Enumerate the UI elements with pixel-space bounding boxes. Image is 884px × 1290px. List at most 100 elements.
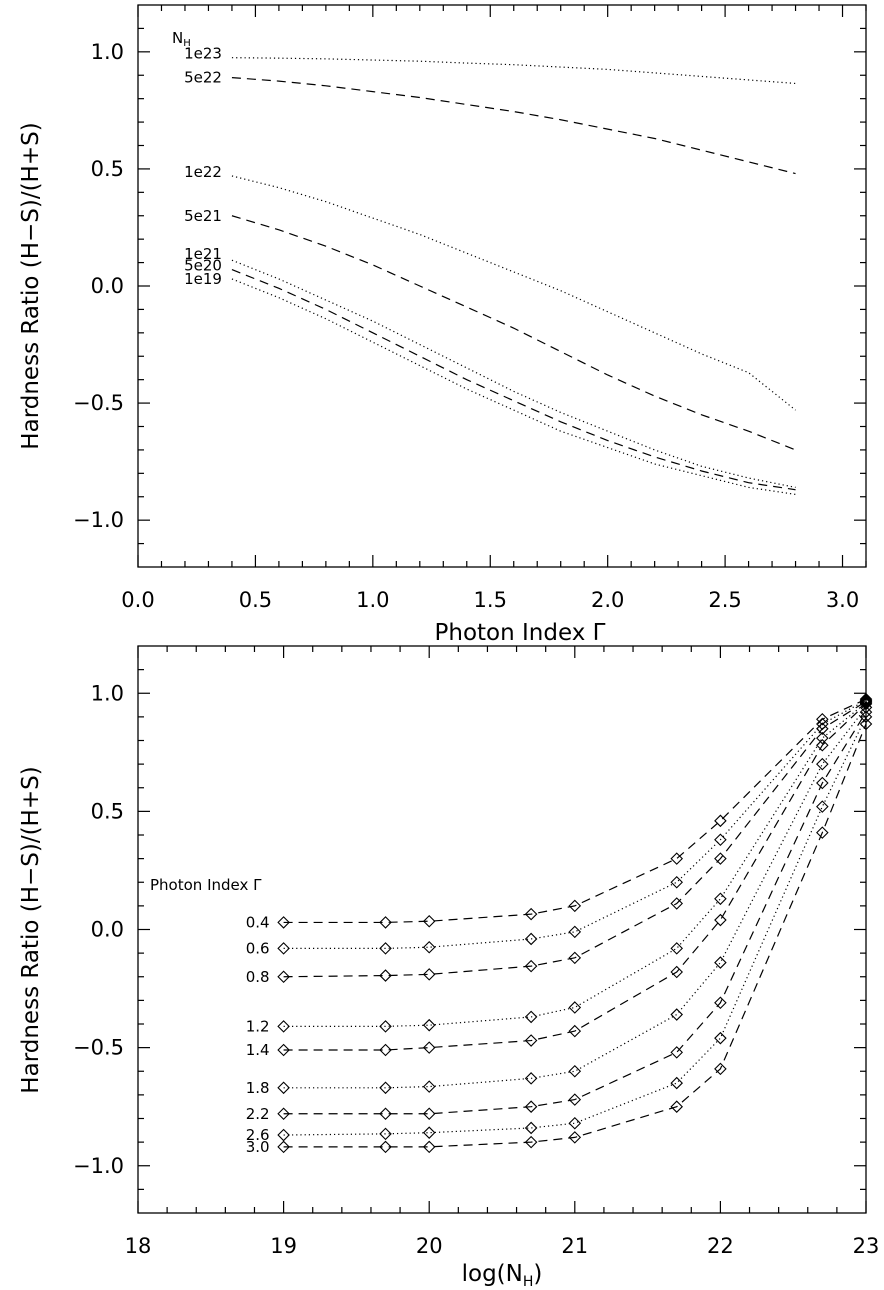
curve-label: 1e21 <box>184 245 222 263</box>
data-point-marker <box>277 1128 290 1142</box>
data-point-marker <box>524 1034 538 1047</box>
series-line-1e23 <box>231 57 796 85</box>
data-point-marker <box>568 1131 582 1144</box>
data-point-marker <box>379 1140 392 1154</box>
data-point-marker <box>568 1024 582 1038</box>
data-point-marker <box>859 717 873 731</box>
series-line-0-4 <box>283 698 867 924</box>
data-point-marker <box>568 899 582 913</box>
x-tick-label: 21 <box>561 1234 588 1258</box>
x-tick-label: 0.5 <box>239 588 272 612</box>
data-point-marker <box>277 1020 290 1033</box>
y-tick-label: 0.5 <box>91 799 124 823</box>
curve-label: 1e22 <box>184 163 222 181</box>
bottom-chart-curve-labels: 0.4 0.6 0.8 1.2 1.4 1.8 2.2 2.63.0 <box>246 913 270 1155</box>
data-point-marker <box>859 696 873 709</box>
data-point-marker <box>714 1062 727 1076</box>
data-point-marker <box>379 1107 392 1121</box>
data-point-marker <box>277 1140 290 1154</box>
curve-label: 0.4 <box>246 913 270 931</box>
data-point-marker <box>714 913 727 927</box>
curve-label: 1.8 <box>246 1079 270 1097</box>
curve-label: 1e19 <box>184 270 222 288</box>
data-point-marker <box>422 1018 436 1032</box>
x-tick-label: 1.5 <box>474 588 507 612</box>
data-point-marker <box>379 916 392 929</box>
data-point-marker <box>670 1008 683 1021</box>
y-tick-label: 0.0 <box>91 274 124 298</box>
data-point-marker <box>422 1080 436 1093</box>
x-tick-label: 20 <box>416 1234 443 1258</box>
top-x-axis-title: Photon Index Γ <box>435 620 606 646</box>
data-point-marker <box>422 940 436 954</box>
top-chart-series <box>231 57 796 496</box>
data-point-marker <box>379 1020 392 1033</box>
data-point-marker <box>670 875 683 889</box>
data-point-marker <box>524 1135 538 1149</box>
data-point-marker <box>524 959 538 973</box>
data-point-marker <box>714 1031 727 1045</box>
data-point-marker <box>670 1100 683 1113</box>
series-line-5e21 <box>231 215 796 451</box>
data-point-marker <box>524 907 538 921</box>
curve-label: 3.0 <box>246 1138 270 1156</box>
data-point-marker <box>714 814 727 828</box>
series-line-1e22 <box>231 175 796 411</box>
data-point-marker <box>568 1064 582 1078</box>
data-point-marker <box>568 1116 582 1130</box>
x-tick-label: 2.5 <box>708 588 741 612</box>
data-point-marker <box>714 956 727 969</box>
data-point-marker <box>859 710 873 724</box>
series-line-0-8 <box>283 701 867 978</box>
y-tick-label: −0.5 <box>73 391 124 415</box>
data-point-marker <box>422 1140 436 1154</box>
bottom-chart-panel: 18 19 20 21 22 231.00.50.0−0.5−1.0 0.40.60.81… <box>18 645 879 1290</box>
top-chart-ticks: 0.0 0.5 1.0 1.5 2.0 2.5 3.0 1.0 0.5 0.0 −0.5 −1.0 <box>73 5 867 612</box>
bottom-y-axis-title: Hardness Ratio (H−S)/(H+S) <box>18 766 44 1093</box>
series-line-3-0 <box>283 723 867 1148</box>
x-tick-label: 2.0 <box>591 588 624 612</box>
y-tick-label: 0.5 <box>91 157 124 181</box>
data-point-marker <box>568 925 582 939</box>
curve-label: 0.6 <box>246 939 270 957</box>
curve-label: 0.8 <box>246 968 270 986</box>
top-chart-frame <box>137 4 867 568</box>
data-point-marker <box>422 1126 436 1139</box>
bottom-legend-title: Photon Index Γ <box>150 876 262 894</box>
y-tick-label: 0.0 <box>91 918 124 942</box>
data-point-marker <box>816 800 829 813</box>
data-point-marker <box>568 951 582 965</box>
series-line-1-4 <box>283 703 867 1051</box>
bottom-chart-ticks: 18 19 20 21 22 23 1.0 0.5 0.0 −0.5 −1.0 <box>73 646 879 1258</box>
data-point-marker <box>816 731 829 745</box>
curve-label: 2.6 <box>246 1126 270 1144</box>
data-point-marker <box>277 916 290 929</box>
data-point-marker <box>568 1093 582 1106</box>
data-point-marker <box>816 826 829 839</box>
y-tick-label: 1.0 <box>91 681 124 705</box>
data-point-marker <box>422 1041 436 1054</box>
data-point-marker <box>568 1001 582 1014</box>
curve-label: 5e22 <box>184 69 222 87</box>
data-point-marker <box>714 996 727 1010</box>
data-point-marker <box>670 1076 683 1090</box>
data-point-marker <box>524 1010 538 1024</box>
x-tick-label: 19 <box>270 1234 297 1258</box>
x-tick-label: 0.0 <box>121 588 154 612</box>
top-legend-title: NH <box>172 29 191 49</box>
data-point-marker <box>816 776 829 790</box>
x-tick-label: 23 <box>853 1234 880 1258</box>
curve-label: 2.2 <box>246 1105 270 1123</box>
bottom-chart-series <box>277 692 873 1154</box>
data-point-marker <box>816 722 829 735</box>
data-point-marker <box>714 892 727 906</box>
data-point-marker <box>859 694 873 707</box>
top-chart-panel: 0.0 0.5 1.0 1.5 2.0 2.5 3.0 1.0 0.5 0.0 −0.5 −1.0 1… <box>18 4 867 646</box>
data-point-marker <box>379 942 392 955</box>
series-line-5e22 <box>231 76 796 175</box>
data-point-marker <box>277 1043 290 1057</box>
data-point-marker <box>379 1081 392 1095</box>
data-point-marker <box>422 914 436 928</box>
x-tick-label: 22 <box>707 1234 734 1258</box>
